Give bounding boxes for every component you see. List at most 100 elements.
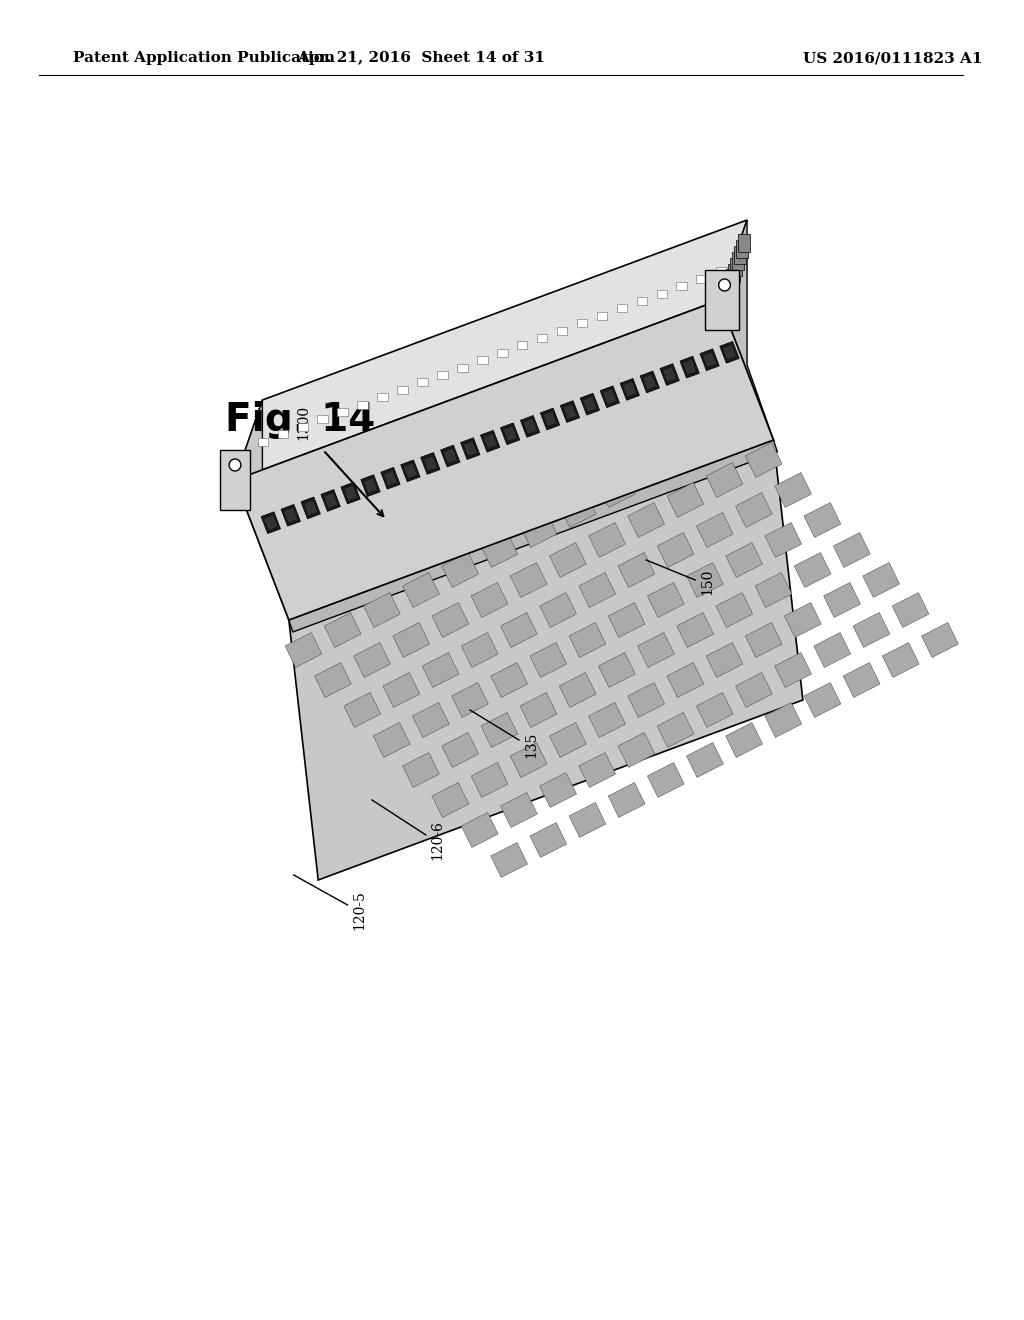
Polygon shape bbox=[579, 573, 615, 607]
Polygon shape bbox=[501, 422, 520, 445]
Polygon shape bbox=[814, 632, 851, 668]
Polygon shape bbox=[402, 752, 439, 788]
Polygon shape bbox=[360, 475, 380, 496]
Polygon shape bbox=[289, 440, 777, 632]
Polygon shape bbox=[381, 467, 400, 490]
Polygon shape bbox=[220, 450, 250, 510]
Polygon shape bbox=[524, 420, 536, 433]
Polygon shape bbox=[677, 282, 687, 290]
Polygon shape bbox=[481, 532, 518, 568]
Text: Apr. 21, 2016  Sheet 14 of 31: Apr. 21, 2016 Sheet 14 of 31 bbox=[297, 51, 545, 65]
Polygon shape bbox=[517, 342, 527, 350]
Polygon shape bbox=[422, 652, 459, 688]
Polygon shape bbox=[432, 783, 469, 817]
Polygon shape bbox=[608, 602, 645, 638]
Polygon shape bbox=[680, 356, 699, 378]
Polygon shape bbox=[461, 438, 480, 459]
Polygon shape bbox=[550, 543, 587, 577]
Polygon shape bbox=[589, 702, 626, 738]
Polygon shape bbox=[735, 492, 772, 528]
Polygon shape bbox=[541, 408, 560, 430]
Polygon shape bbox=[624, 383, 636, 396]
Polygon shape bbox=[559, 673, 596, 708]
Polygon shape bbox=[696, 693, 733, 727]
Polygon shape bbox=[705, 271, 739, 330]
Polygon shape bbox=[734, 246, 745, 264]
Polygon shape bbox=[775, 652, 811, 688]
Polygon shape bbox=[383, 673, 420, 708]
Polygon shape bbox=[775, 473, 811, 507]
Polygon shape bbox=[597, 312, 607, 319]
Polygon shape bbox=[510, 743, 547, 777]
Polygon shape bbox=[892, 593, 929, 627]
Polygon shape bbox=[278, 430, 288, 438]
Polygon shape bbox=[544, 412, 556, 425]
Polygon shape bbox=[843, 663, 880, 697]
Text: 120-6: 120-6 bbox=[431, 820, 444, 859]
Polygon shape bbox=[804, 503, 841, 537]
Polygon shape bbox=[728, 264, 739, 281]
Polygon shape bbox=[265, 516, 276, 529]
Polygon shape bbox=[417, 379, 428, 387]
Polygon shape bbox=[707, 462, 743, 498]
Polygon shape bbox=[579, 752, 615, 788]
Polygon shape bbox=[640, 371, 659, 393]
Polygon shape bbox=[481, 713, 518, 747]
Polygon shape bbox=[462, 813, 498, 847]
Polygon shape bbox=[720, 342, 739, 363]
Polygon shape bbox=[795, 553, 831, 587]
Polygon shape bbox=[457, 363, 468, 372]
Polygon shape bbox=[722, 281, 733, 300]
Polygon shape bbox=[628, 503, 665, 537]
Polygon shape bbox=[598, 473, 635, 507]
Polygon shape bbox=[724, 276, 735, 293]
Polygon shape bbox=[258, 438, 268, 446]
Polygon shape bbox=[616, 305, 627, 313]
Polygon shape bbox=[441, 733, 478, 767]
Circle shape bbox=[719, 279, 730, 290]
Polygon shape bbox=[699, 348, 719, 371]
Polygon shape bbox=[520, 416, 540, 437]
Polygon shape bbox=[298, 422, 308, 430]
Polygon shape bbox=[285, 508, 297, 521]
Polygon shape bbox=[656, 289, 667, 297]
Polygon shape bbox=[765, 702, 802, 738]
Polygon shape bbox=[452, 682, 488, 718]
Polygon shape bbox=[755, 573, 792, 607]
Polygon shape bbox=[338, 408, 348, 416]
Polygon shape bbox=[480, 430, 500, 453]
Polygon shape bbox=[365, 479, 377, 492]
Polygon shape bbox=[432, 602, 469, 638]
Polygon shape bbox=[735, 673, 772, 708]
Polygon shape bbox=[471, 763, 508, 797]
Polygon shape bbox=[726, 543, 763, 577]
Polygon shape bbox=[730, 257, 741, 276]
Polygon shape bbox=[577, 319, 588, 327]
Polygon shape bbox=[647, 763, 684, 797]
Polygon shape bbox=[716, 593, 753, 627]
Polygon shape bbox=[317, 416, 328, 424]
Polygon shape bbox=[569, 623, 606, 657]
Polygon shape bbox=[664, 368, 676, 381]
Polygon shape bbox=[344, 693, 381, 727]
Polygon shape bbox=[421, 453, 440, 474]
Polygon shape bbox=[281, 504, 300, 527]
Polygon shape bbox=[550, 722, 587, 758]
Polygon shape bbox=[345, 487, 356, 499]
Polygon shape bbox=[462, 632, 498, 668]
Polygon shape bbox=[667, 483, 703, 517]
Text: Fig. 14: Fig. 14 bbox=[225, 401, 376, 440]
Polygon shape bbox=[745, 623, 782, 657]
Polygon shape bbox=[364, 593, 400, 627]
Polygon shape bbox=[484, 434, 496, 447]
Polygon shape bbox=[393, 623, 430, 657]
Polygon shape bbox=[726, 269, 737, 288]
Polygon shape bbox=[628, 682, 665, 718]
Polygon shape bbox=[501, 612, 538, 647]
Polygon shape bbox=[684, 360, 695, 374]
Polygon shape bbox=[660, 364, 679, 385]
Polygon shape bbox=[726, 722, 763, 758]
Polygon shape bbox=[584, 397, 596, 411]
Polygon shape bbox=[289, 440, 803, 880]
Polygon shape bbox=[657, 713, 694, 747]
